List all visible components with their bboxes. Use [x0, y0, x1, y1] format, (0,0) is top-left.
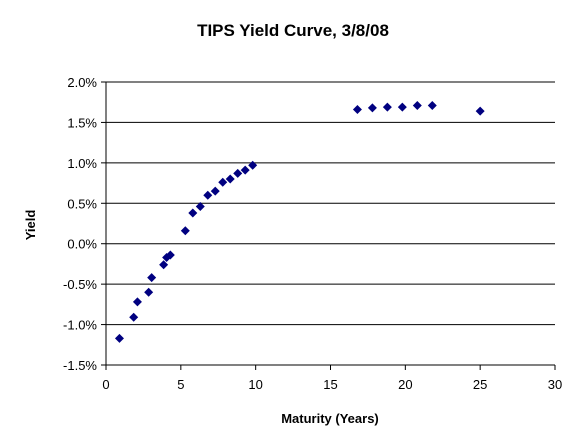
y-tick-label: -1.5%: [63, 358, 97, 373]
x-tick-label: 10: [248, 377, 262, 392]
x-tick-label: 20: [398, 377, 412, 392]
y-tick-label: 0.5%: [67, 196, 97, 211]
data-point: [147, 273, 157, 283]
data-point: [218, 177, 228, 187]
data-point: [165, 250, 175, 260]
axes: [105, 82, 555, 366]
data-point: [180, 226, 190, 236]
y-tick-label: 2.0%: [67, 75, 97, 90]
x-tick-labels: 0 5 10 15 20 25 30: [102, 365, 562, 392]
data-point: [210, 186, 220, 196]
y-tick-label: 1.5%: [67, 115, 97, 130]
y-tick-label: 0.0%: [67, 237, 97, 252]
data-point: [240, 165, 250, 175]
x-tick-label: 30: [548, 377, 562, 392]
data-point: [248, 160, 258, 170]
data-point: [114, 333, 124, 343]
data-point: [382, 102, 392, 112]
data-point: [475, 106, 485, 116]
data-point: [397, 102, 407, 112]
y-tick-label: 1.0%: [67, 156, 97, 171]
y-tick-labels: -1.5% -1.0% -0.5% 0.0% 0.5% 1.0% 1.5% 2.0%: [63, 75, 106, 373]
x-tick-label: 0: [102, 377, 109, 392]
x-axis-title: Maturity (Years): [281, 411, 379, 426]
data-points: [114, 100, 485, 343]
y-axis-title: Yield: [23, 210, 38, 241]
x-tick-label: 5: [177, 377, 184, 392]
x-tick-label: 15: [323, 377, 337, 392]
chart-title: TIPS Yield Curve, 3/8/08: [197, 21, 389, 40]
data-point: [233, 168, 243, 178]
gridlines: [106, 81, 555, 326]
data-point: [132, 297, 142, 307]
data-point: [203, 190, 213, 200]
data-point: [225, 174, 235, 184]
data-point: [427, 100, 437, 110]
data-point: [412, 100, 422, 110]
y-tick-label: -0.5%: [63, 277, 97, 292]
data-point: [188, 208, 198, 218]
y-tick-label: -1.0%: [63, 318, 97, 333]
data-point: [352, 104, 362, 114]
x-tick-label: 25: [473, 377, 487, 392]
data-point: [144, 287, 154, 297]
data-point: [195, 202, 205, 212]
data-point: [159, 260, 169, 270]
data-point: [129, 312, 139, 322]
data-point: [367, 103, 377, 113]
